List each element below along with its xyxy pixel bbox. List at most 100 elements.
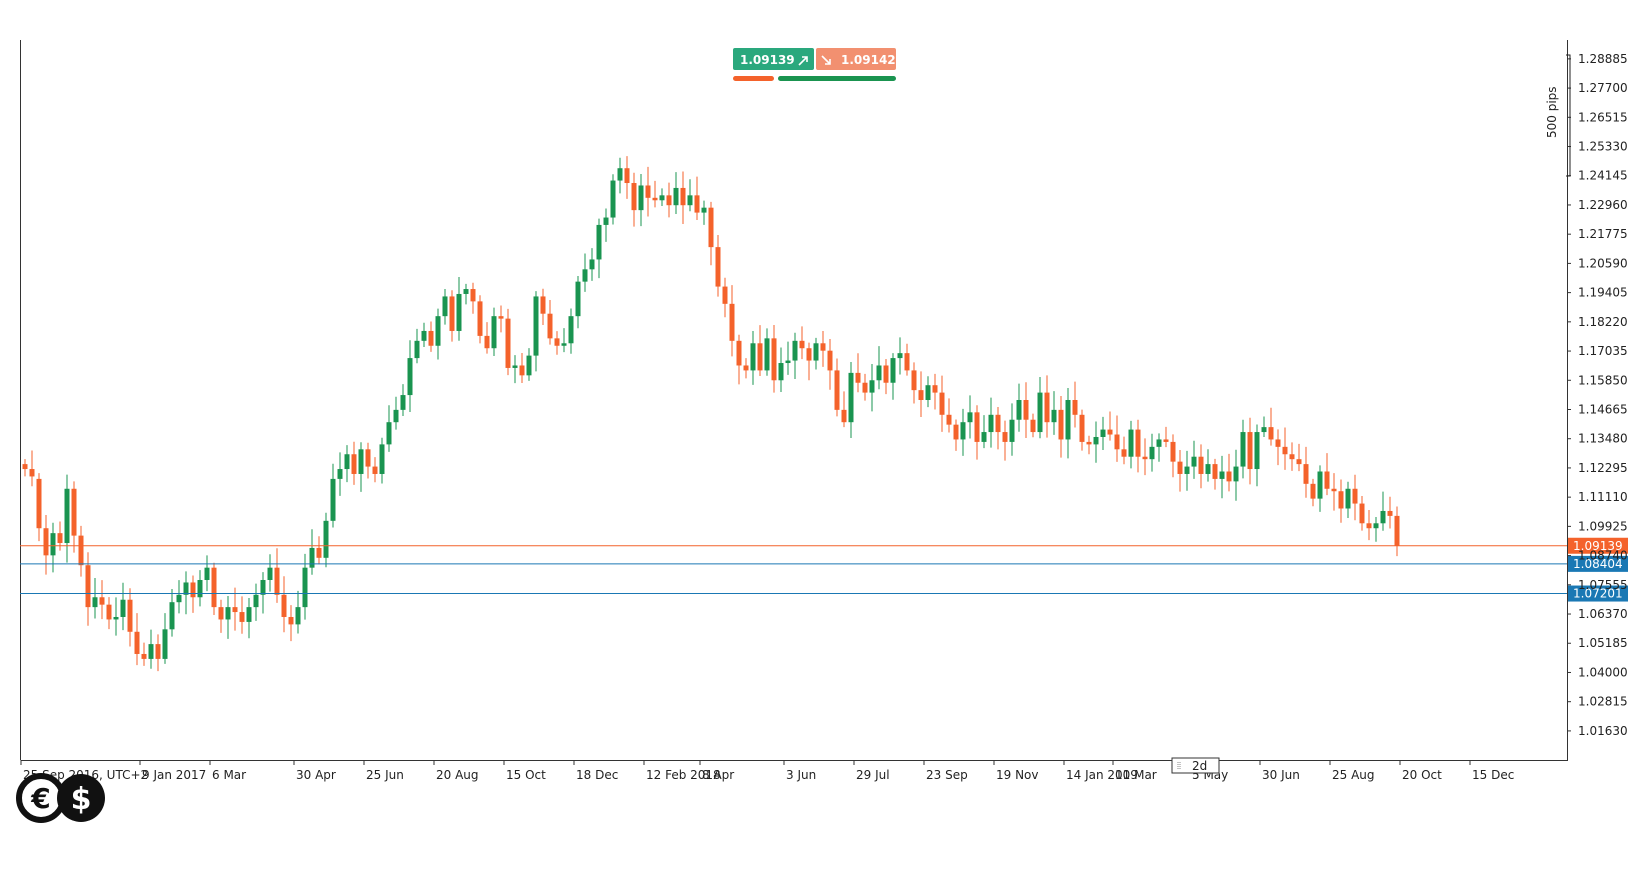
candle (995, 406, 1001, 450)
candle (750, 330, 756, 385)
sell-badge[interactable]: 1.09139 (733, 48, 814, 70)
candle (911, 362, 917, 404)
candle (120, 582, 126, 631)
candle (540, 288, 546, 326)
candle (533, 291, 539, 372)
candle (610, 174, 616, 225)
drag-handle-icon (1177, 762, 1181, 770)
price-line-label: 1.09139 (1573, 539, 1623, 553)
candle (239, 596, 245, 634)
candle (694, 176, 700, 220)
candle (1009, 403, 1015, 456)
y-tick-label: 1.18220 (1578, 315, 1628, 329)
level-line[interactable]: 1.07201 (20, 585, 1628, 602)
y-tick-label: 1.15850 (1578, 373, 1628, 387)
candle (113, 597, 119, 636)
candle (1212, 458, 1218, 490)
candle (673, 172, 679, 215)
candle (456, 277, 462, 341)
candle (575, 276, 581, 329)
candle (1268, 407, 1274, 446)
candle (813, 337, 819, 370)
candle (295, 590, 301, 634)
candle (134, 613, 140, 666)
candle (918, 371, 924, 417)
x-tick-label: 8 Apr (702, 768, 734, 782)
y-tick-label: 1.20590 (1578, 256, 1628, 270)
candle (554, 331, 560, 355)
arrow-down-right-icon (821, 55, 831, 65)
x-tick-label: 29 Jul (856, 768, 890, 782)
candle (757, 325, 763, 377)
candle (848, 362, 854, 438)
candle (1121, 436, 1127, 465)
candle (743, 358, 749, 379)
candle (1170, 434, 1176, 478)
candle (939, 375, 945, 432)
candle (386, 405, 392, 452)
candle (169, 589, 175, 637)
candle (71, 481, 77, 553)
candle (1303, 446, 1309, 498)
candle (176, 580, 182, 614)
candle (1177, 450, 1183, 492)
level-line[interactable]: 1.08404 (20, 555, 1628, 572)
candle (617, 157, 623, 194)
candle (652, 180, 658, 208)
candle (407, 340, 413, 412)
candle (876, 346, 882, 390)
x-tick-label: 30 Jun (1262, 768, 1300, 782)
candle (869, 364, 875, 412)
candle (603, 208, 609, 242)
candle (974, 405, 980, 460)
candle (337, 452, 343, 496)
candle (1387, 496, 1393, 529)
candle (393, 396, 399, 430)
candle (211, 562, 217, 616)
candle (491, 307, 497, 356)
candle (925, 376, 931, 408)
candle (1233, 449, 1239, 501)
candle (946, 398, 952, 433)
y-tick-label: 1.19405 (1578, 286, 1628, 300)
candle (127, 588, 133, 647)
timeframe-selector[interactable]: 2d (1171, 757, 1220, 774)
candle (85, 552, 91, 626)
candle (463, 283, 469, 305)
candle (414, 328, 420, 364)
candle (484, 322, 490, 354)
candle (1093, 421, 1099, 463)
candle (799, 326, 805, 360)
candle (29, 450, 35, 487)
candle (1114, 415, 1120, 462)
candle (64, 474, 70, 563)
candle (92, 577, 98, 619)
candle (1107, 411, 1113, 441)
candle (1282, 427, 1288, 470)
bid-price-line[interactable]: 1.09139 (20, 537, 1628, 554)
candle (232, 587, 238, 631)
candle (1338, 479, 1344, 523)
candle (666, 182, 672, 218)
x-tick-label: 18 Dec (576, 768, 618, 782)
candle (715, 234, 721, 297)
x-tick-label: 19 Nov (996, 768, 1039, 782)
candle (904, 343, 910, 376)
candle (967, 395, 973, 439)
quote-panel[interactable]: 1.09139 1.09142 (733, 48, 896, 81)
y-tick-label: 1.12295 (1578, 461, 1628, 475)
candle (1317, 465, 1323, 512)
candle (253, 583, 259, 621)
candle (855, 353, 861, 393)
buy-badge[interactable]: 1.09142 (816, 48, 896, 70)
x-tick-label: 25 Jun (366, 768, 404, 782)
ask-price: 1.09142 (841, 53, 896, 67)
candle (589, 248, 595, 281)
x-tick-label: 25 Aug (1332, 768, 1375, 782)
y-tick-label: 1.17035 (1578, 344, 1628, 358)
candle (1289, 442, 1295, 471)
candle (1072, 381, 1078, 428)
x-tick-label: 6 Mar (212, 768, 246, 782)
